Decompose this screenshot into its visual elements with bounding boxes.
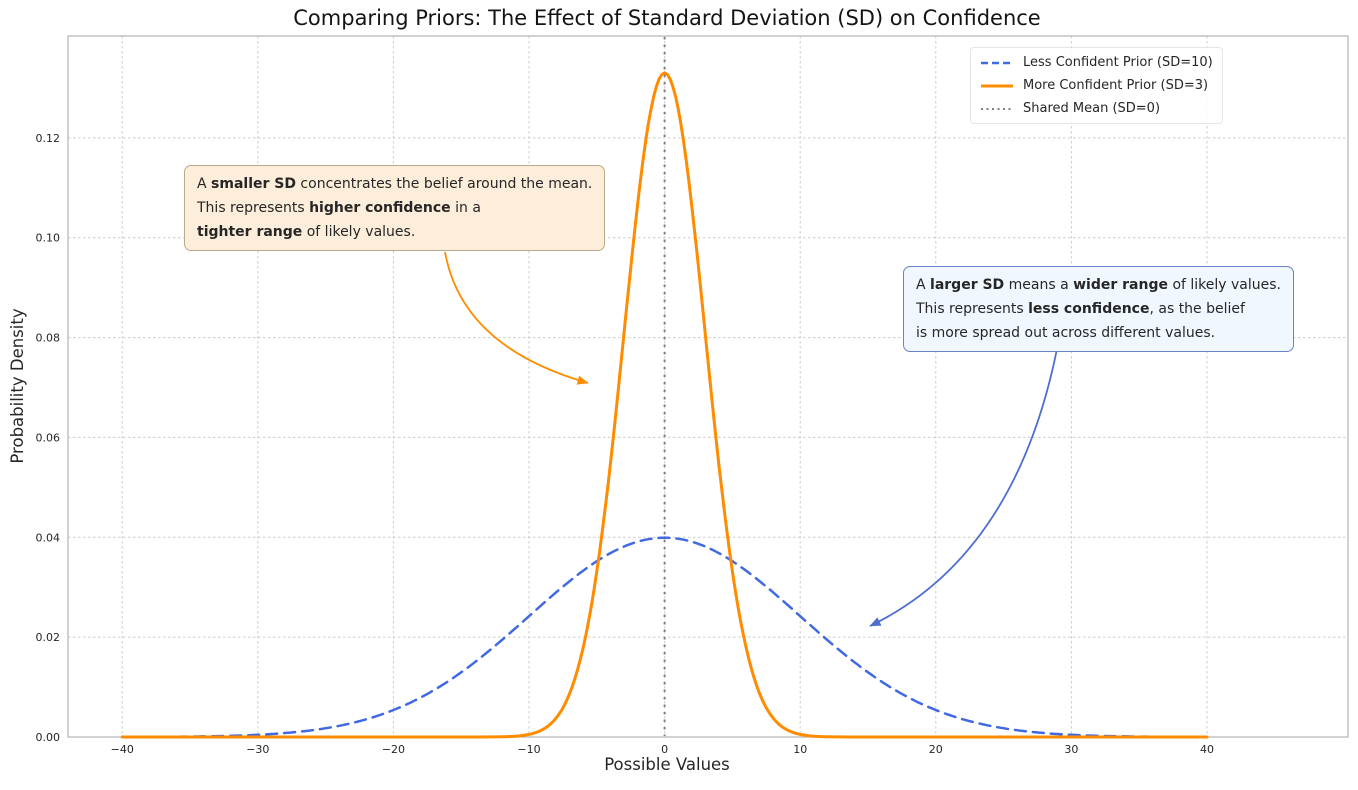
series-more-confident-prior xyxy=(120,71,1209,739)
legend-label: More Confident Prior (SD=3) xyxy=(1023,78,1209,93)
y-tick-label: 0.04 xyxy=(36,531,61,544)
x-tick-label: 10 xyxy=(793,743,807,756)
x-tick-label: −30 xyxy=(246,743,269,756)
legend: Less Confident Prior (SD=10) More Confid… xyxy=(970,47,1223,124)
annotation-arrow-larger-sd xyxy=(869,348,1058,627)
x-tick-label: 20 xyxy=(929,743,943,756)
annotation-line: is more spread out across different valu… xyxy=(916,325,1216,341)
legend-item-more-confident-prior: More Confident Prior (SD=3) xyxy=(980,78,1213,93)
x-tick-label: 30 xyxy=(1064,743,1078,756)
y-tick-label: 0.08 xyxy=(36,332,61,345)
dashed-line-swatch-icon xyxy=(981,61,1013,64)
x-tick-label: −10 xyxy=(517,743,540,756)
y-tick-label: 0.00 xyxy=(36,731,61,744)
x-tick-label: 0 xyxy=(661,743,668,756)
legend-item-less-confident-prior: Less Confident Prior (SD=10) xyxy=(980,55,1213,70)
annotation-line: This represents less confidence, as the … xyxy=(916,301,1245,317)
legend-label: Shared Mean (SD=0) xyxy=(1023,101,1161,116)
axes-frame xyxy=(67,35,1349,738)
series-less-confident-prior xyxy=(120,536,1209,739)
annotation-line: This represents higher confidence in a xyxy=(197,200,481,216)
legend-label: Less Confident Prior (SD=10) xyxy=(1023,55,1213,70)
dotted-line-swatch-icon xyxy=(981,107,1013,110)
y-tick-label: 0.02 xyxy=(36,631,61,644)
annotation-larger-sd: A larger SD means a wider range of likel… xyxy=(903,266,1295,352)
legend-item-shared-mean: Shared Mean (SD=0) xyxy=(980,101,1213,116)
y-tick-label: 0.06 xyxy=(36,431,61,444)
x-axis-title: Possible Values xyxy=(604,755,730,774)
solid-line-swatch-icon xyxy=(981,84,1013,87)
annotation-smaller-sd: A smaller SD concentrates the belief aro… xyxy=(184,165,606,251)
annotation-line: tighter range of likely values. xyxy=(197,224,416,240)
x-tick-label: 40 xyxy=(1200,743,1214,756)
x-tick-label: −20 xyxy=(382,743,405,756)
x-tick-label: −40 xyxy=(111,743,134,756)
annotation-line: A larger SD means a wider range of likel… xyxy=(916,277,1282,293)
annotation-arrow-smaller-sd xyxy=(444,251,589,385)
annotation-line: A smaller SD concentrates the belief aro… xyxy=(197,176,593,192)
y-tick-label: 0.10 xyxy=(36,232,61,245)
chart-title: Comparing Priors: The Effect of Standard… xyxy=(293,6,1041,30)
y-tick-label: 0.12 xyxy=(36,132,61,145)
